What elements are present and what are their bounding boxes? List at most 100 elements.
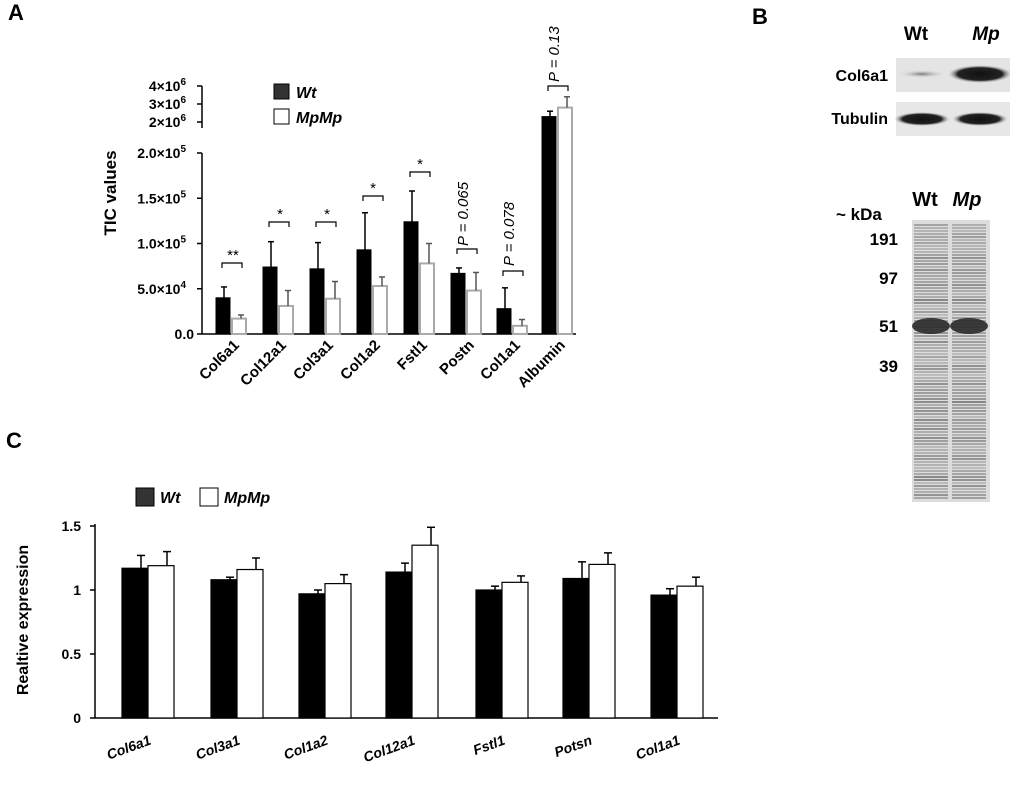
gel-band <box>952 281 986 283</box>
gel-band <box>952 260 986 262</box>
gel-band <box>914 386 948 388</box>
a-y-axis-label: TIC values <box>101 150 120 235</box>
gel-band <box>952 452 986 454</box>
gel-band <box>952 278 986 280</box>
gel-band <box>952 461 986 463</box>
wb-band-tubulin-wt <box>894 112 950 126</box>
gel-band <box>952 248 986 250</box>
gel-band <box>914 245 948 247</box>
a-x-tick-label: Col3a1 <box>290 337 337 384</box>
gel-band <box>914 407 948 409</box>
gel-band <box>914 227 948 229</box>
gel-band <box>914 311 948 313</box>
gel-band <box>914 395 948 397</box>
gel-band <box>952 488 986 490</box>
gel-band <box>914 359 948 361</box>
gel-marker-191: 191 <box>870 230 898 249</box>
gel-band <box>952 368 986 370</box>
gel-band <box>952 449 986 451</box>
gel-band-major <box>950 318 988 334</box>
c-bar-mpmp <box>411 544 439 719</box>
gel-band <box>914 383 948 385</box>
gel-band <box>914 437 948 439</box>
gel-band <box>914 491 948 493</box>
gel-lane-label-wt: Wt <box>912 189 938 211</box>
gel-band <box>952 437 986 439</box>
gel-band <box>914 248 948 250</box>
a-bar-wt <box>403 221 419 335</box>
a-bar-wt <box>309 268 325 335</box>
c-x-tick-label: Col3a1 <box>193 732 242 763</box>
gel-band <box>914 275 948 277</box>
c-bar-mpmp <box>147 565 175 719</box>
a-x-tick-label: Col1a2 <box>337 337 384 384</box>
gel-band <box>914 494 948 496</box>
c-bar-mpmp <box>588 563 616 719</box>
gel-band <box>952 383 986 385</box>
gel-band <box>914 272 948 274</box>
c-bar-wt <box>650 594 678 719</box>
gel-band <box>914 392 948 394</box>
a-legend-swatch-mpmp <box>273 108 290 125</box>
a-y-tick-label: 5.0×104 <box>137 280 186 297</box>
wb-band-col6a1-wt <box>898 70 946 78</box>
gel-band <box>914 296 948 298</box>
gel-band <box>914 299 948 301</box>
c-legend-label-wt: Wt <box>160 490 181 507</box>
gel-band <box>914 443 948 445</box>
panel-a-letter: A <box>8 0 24 25</box>
a-significance-star: * <box>277 206 283 223</box>
gel-band <box>952 425 986 427</box>
gel-band <box>952 359 986 361</box>
gel-band <box>952 485 986 487</box>
gel-band <box>914 497 948 499</box>
gel-band <box>914 356 948 358</box>
c-y-tick-label: 0 <box>73 710 81 726</box>
gel-band <box>914 335 948 337</box>
gel-band <box>952 344 986 346</box>
gel-band <box>952 434 986 436</box>
panel-c-letter: C <box>6 428 22 453</box>
a-x-tick-label: Col6a1 <box>196 337 243 384</box>
gel-band <box>952 440 986 442</box>
gel-band <box>914 293 948 295</box>
gel-band <box>914 374 948 376</box>
c-x-tick-label: Col6a1 <box>104 732 153 763</box>
a-y-tick-label: 0.0 <box>175 326 195 342</box>
gel-band <box>914 284 948 286</box>
c-bar-wt <box>210 579 238 719</box>
gel-band <box>914 269 948 271</box>
c-x-tick-label: Col12a1 <box>361 732 417 765</box>
gel-band <box>914 362 948 364</box>
a-x-tick-label: Col12a1 <box>237 337 290 390</box>
a-bar-mpmp <box>372 285 388 336</box>
gel-band <box>914 377 948 379</box>
gel-band <box>952 257 986 259</box>
gel-band <box>914 230 948 232</box>
gel-band <box>952 401 986 403</box>
a-legend-label-wt: Wt <box>296 85 317 102</box>
gel-background <box>912 220 990 502</box>
coomassie-gel: Wt Mp ~ kDa 191 97 51 39 <box>830 180 1020 505</box>
gel-band <box>914 440 948 442</box>
gel-band <box>914 233 948 235</box>
gel-band <box>914 401 948 403</box>
gel-band <box>952 341 986 343</box>
gel-band <box>914 305 948 307</box>
gel-band <box>914 344 948 346</box>
gel-band <box>914 242 948 244</box>
gel-band <box>952 305 986 307</box>
gel-band <box>952 314 986 316</box>
a-significance-bracket <box>268 221 290 227</box>
gel-band <box>952 476 986 478</box>
gel-band <box>914 314 948 316</box>
gel-band <box>952 467 986 469</box>
a-significance-bracket <box>409 171 431 177</box>
gel-band <box>952 416 986 418</box>
panel-b-letter: B <box>752 4 768 29</box>
c-bar-mpmp <box>501 581 529 719</box>
c-bar-wt <box>562 577 590 719</box>
gel-band <box>952 230 986 232</box>
a-significance-star: * <box>417 156 423 173</box>
gel-band <box>914 353 948 355</box>
